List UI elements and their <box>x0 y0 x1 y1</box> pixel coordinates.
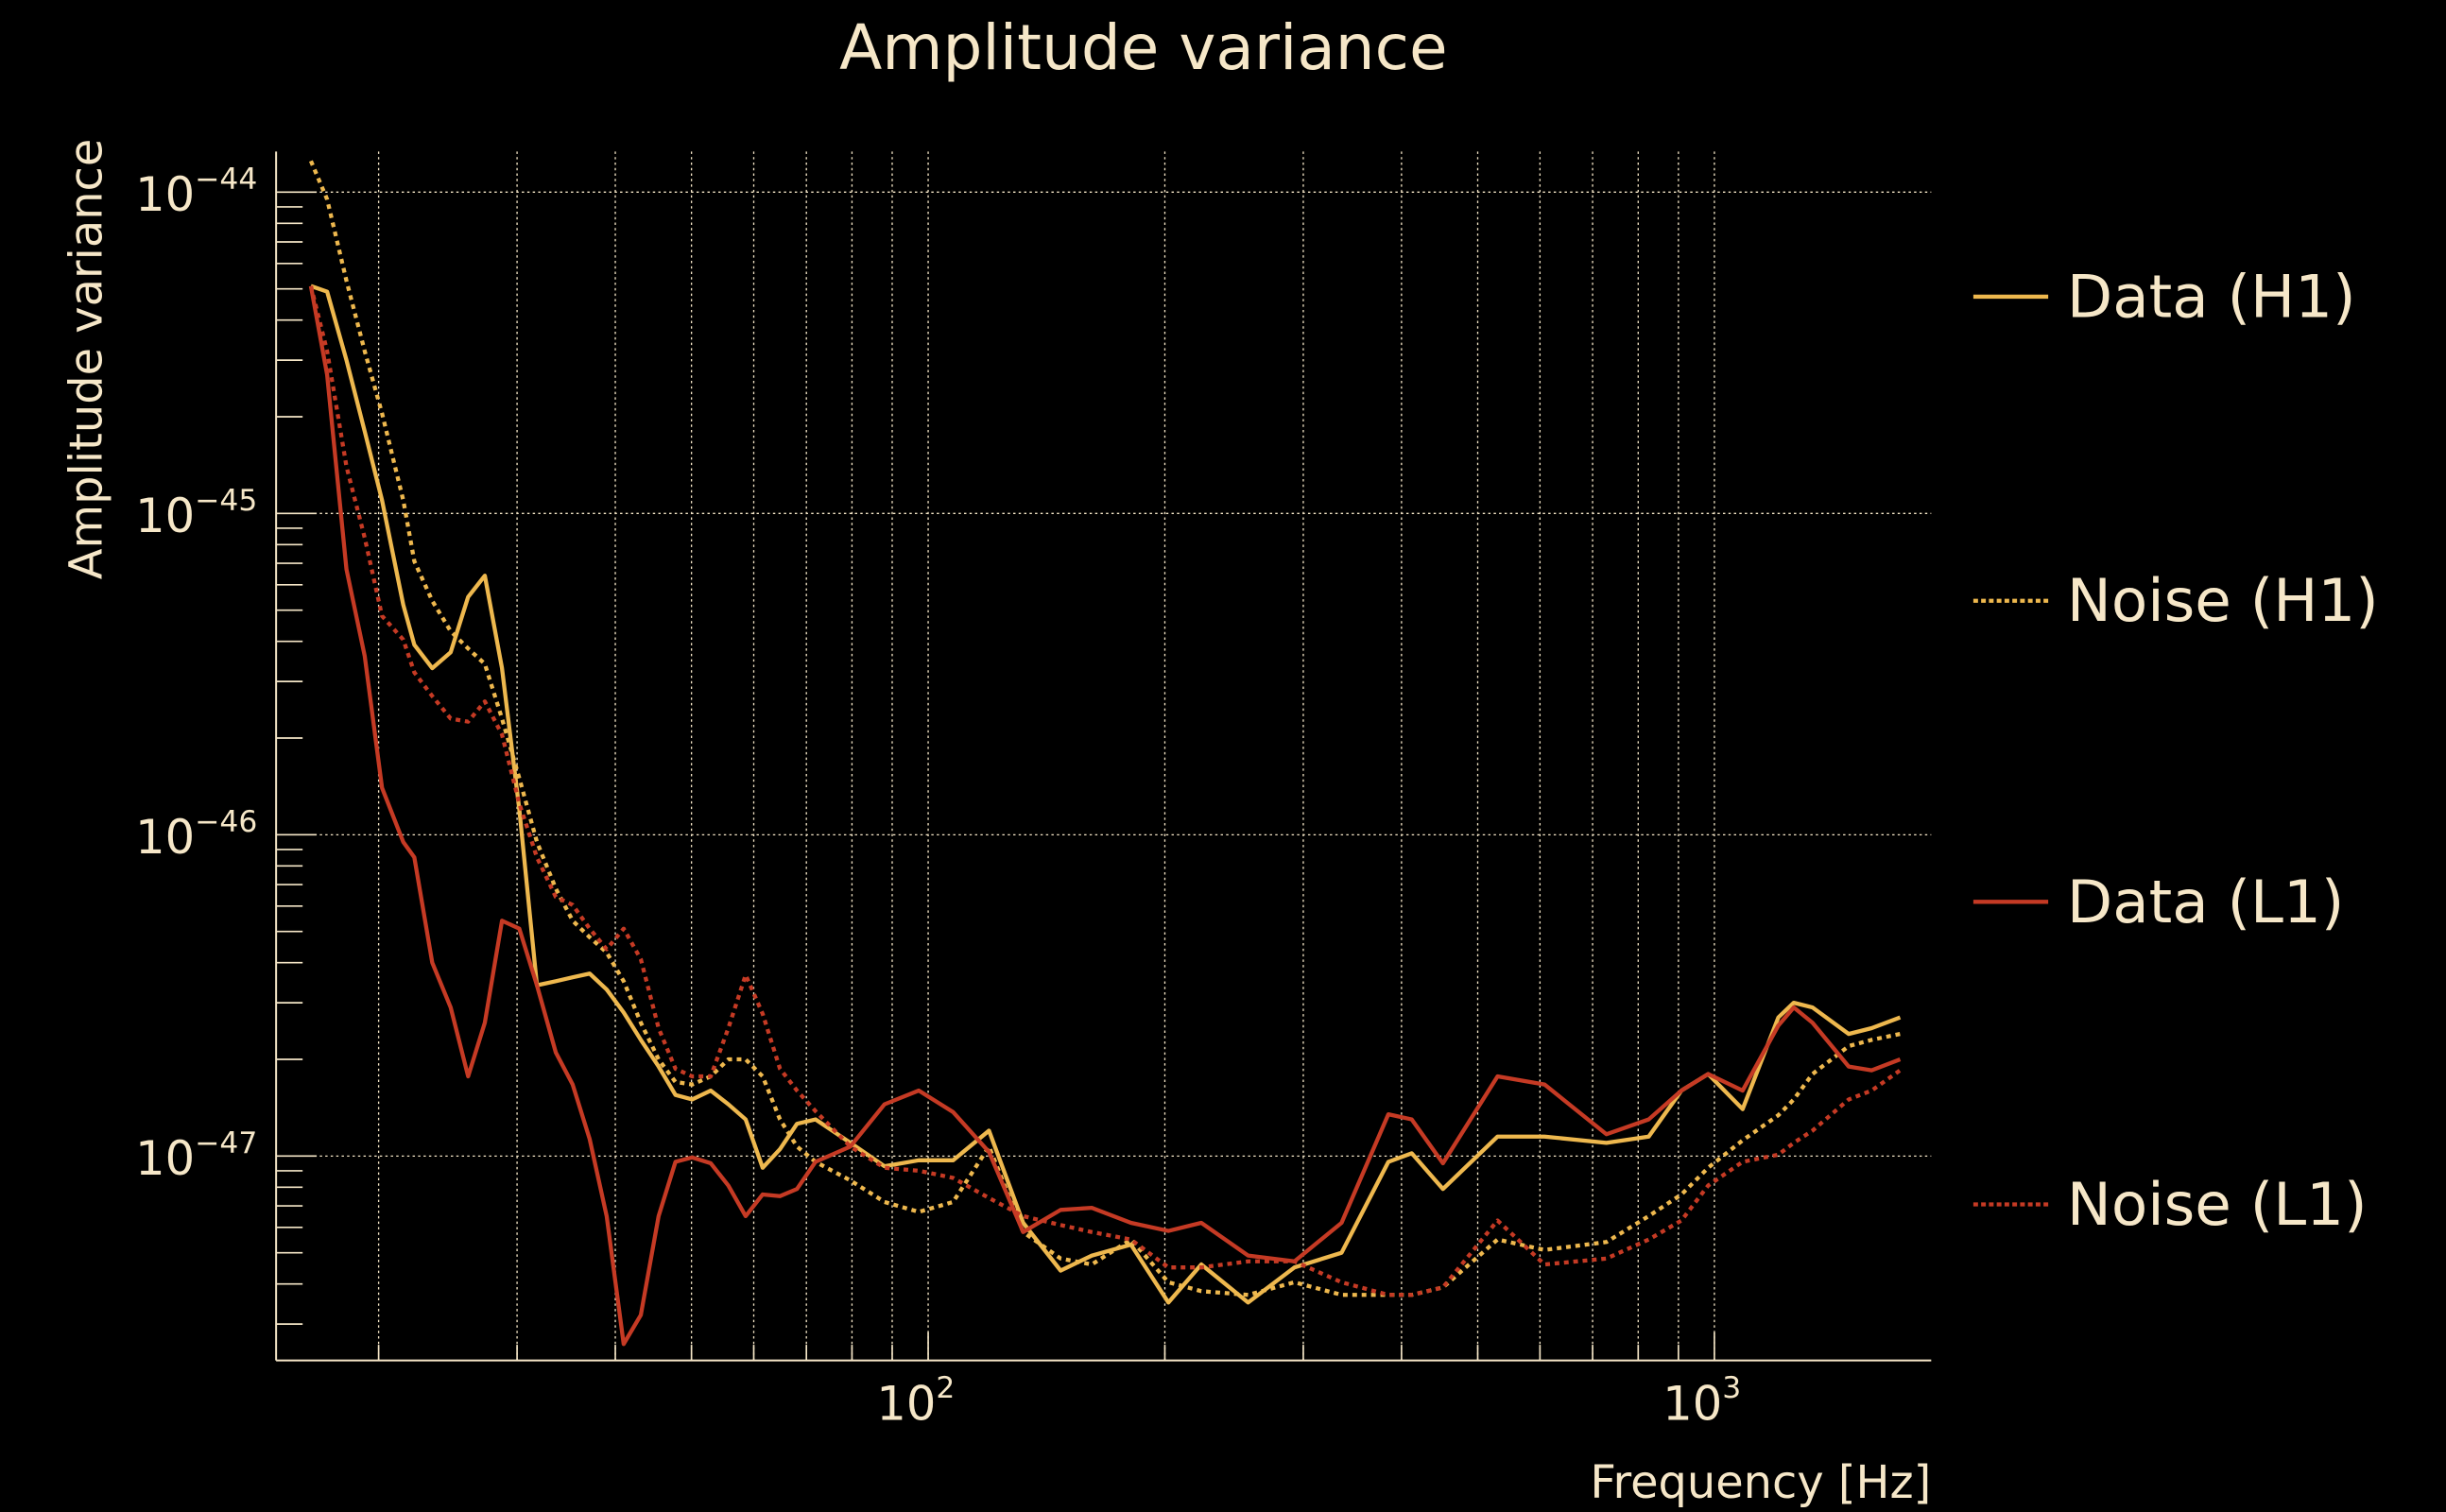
y-tick-label: 10−46 <box>135 805 257 865</box>
y-tick-label: 10−47 <box>135 1126 257 1186</box>
legend-label-data-l1: Data (L1) <box>2067 868 2344 936</box>
y-axis-label: Amplitude variance <box>60 139 112 580</box>
series-line-noise-h1 <box>308 160 1901 1297</box>
series-line-noise-l1 <box>308 285 1902 1297</box>
tick-labels: 10−44 10−45 10−46 10−47 102 103 <box>135 163 1741 1431</box>
x-tick-label: 103 <box>1662 1371 1741 1431</box>
series-group <box>308 160 1902 1347</box>
legend: Data (H1) Noise (H1) Data (L1) Noise (L1) <box>1972 262 2379 1239</box>
chart-title: Amplitude variance <box>839 11 1448 84</box>
legend-label-noise-h1: Noise (H1) <box>2067 566 2379 635</box>
y-tick-label: 10−44 <box>135 163 257 222</box>
axes <box>275 151 1932 1362</box>
y-tick-label: 10−45 <box>135 484 257 543</box>
series-line-data-l1 <box>308 285 1902 1347</box>
legend-label-noise-l1: Noise (L1) <box>2067 1170 2368 1239</box>
x-tick-label: 102 <box>876 1371 955 1431</box>
legend-label-data-h1: Data (H1) <box>2067 262 2356 331</box>
x-axis-label: Frequency [Hz] <box>1590 1457 1931 1509</box>
